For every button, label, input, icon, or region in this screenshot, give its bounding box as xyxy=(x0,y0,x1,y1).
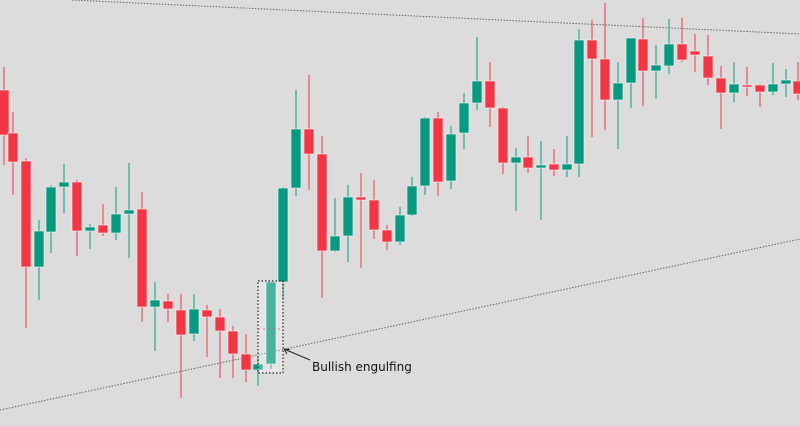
bearish-candle xyxy=(162,294,174,322)
bullish-candle xyxy=(342,185,354,262)
bullish-candle xyxy=(650,45,662,99)
bearish-candle xyxy=(71,180,83,256)
highlight-box xyxy=(257,280,284,374)
annotation-label: Bullish engulfing xyxy=(312,360,412,374)
bearish-candle xyxy=(355,173,367,268)
bullish-candle xyxy=(123,163,135,258)
bullish-candle xyxy=(535,141,547,220)
bearish-candle xyxy=(214,309,226,378)
bullish-candle xyxy=(394,207,406,245)
bearish-candle xyxy=(97,204,109,236)
bearish-candle xyxy=(316,136,328,298)
bearish-candle xyxy=(754,84,766,107)
bullish-candle xyxy=(663,19,675,74)
bullish-candle xyxy=(573,29,585,177)
bullish-candle xyxy=(458,93,470,149)
bullish-candle xyxy=(110,187,122,240)
bullish-candle xyxy=(419,117,431,195)
bullish-candle xyxy=(728,62,740,102)
bearish-candle xyxy=(702,35,714,85)
bearish-candle xyxy=(136,192,148,322)
bearish-candle xyxy=(792,62,800,100)
bearish-candle xyxy=(381,225,393,250)
bearish-candle xyxy=(303,75,315,190)
bearish-candle xyxy=(741,67,753,96)
bullish-candle xyxy=(188,294,200,341)
bullish-candle xyxy=(780,69,792,97)
bearish-candle xyxy=(7,112,19,195)
bullish-candle xyxy=(149,282,161,351)
bearish-candle xyxy=(227,326,239,378)
lower-support-trendline xyxy=(0,238,800,411)
bullish-candle xyxy=(265,281,277,369)
bearish-candle xyxy=(522,136,534,173)
bearish-candle xyxy=(586,20,598,137)
bullish-candle xyxy=(612,62,624,149)
bullish-candle xyxy=(329,198,341,252)
bullish-candle xyxy=(406,177,418,216)
bearish-candle xyxy=(484,62,496,127)
pattern-highlight xyxy=(257,280,311,374)
trendlines xyxy=(0,0,800,411)
bullish-candle xyxy=(767,63,779,95)
upper-resistance-trendline xyxy=(71,0,800,35)
bullish-candle xyxy=(84,224,96,249)
bullish-candle xyxy=(510,148,522,211)
bearish-candle xyxy=(240,334,252,382)
bearish-candle xyxy=(0,67,10,165)
arrow-icon xyxy=(283,348,311,361)
bearish-candle xyxy=(20,158,32,328)
bullish-candle xyxy=(33,220,45,300)
bullish-candle xyxy=(445,126,457,189)
bearish-candle xyxy=(497,107,509,174)
bullish-candle xyxy=(45,185,57,253)
bearish-candle xyxy=(676,18,688,62)
bearish-candle xyxy=(548,149,560,176)
bearish-candle xyxy=(175,294,187,398)
bearish-candle xyxy=(368,180,380,239)
bearish-candle xyxy=(201,305,213,357)
candles xyxy=(0,3,800,398)
bullish-candle xyxy=(625,37,637,108)
bearish-candle xyxy=(637,18,649,106)
bearish-candle xyxy=(599,3,611,130)
bullish-candle xyxy=(561,136,573,177)
bearish-candle xyxy=(432,112,444,196)
bullish-candle xyxy=(471,37,483,110)
bullish-candle xyxy=(58,164,70,213)
bullish-candle xyxy=(290,90,302,196)
bearish-candle xyxy=(715,66,727,129)
bearish-candle xyxy=(689,34,701,72)
